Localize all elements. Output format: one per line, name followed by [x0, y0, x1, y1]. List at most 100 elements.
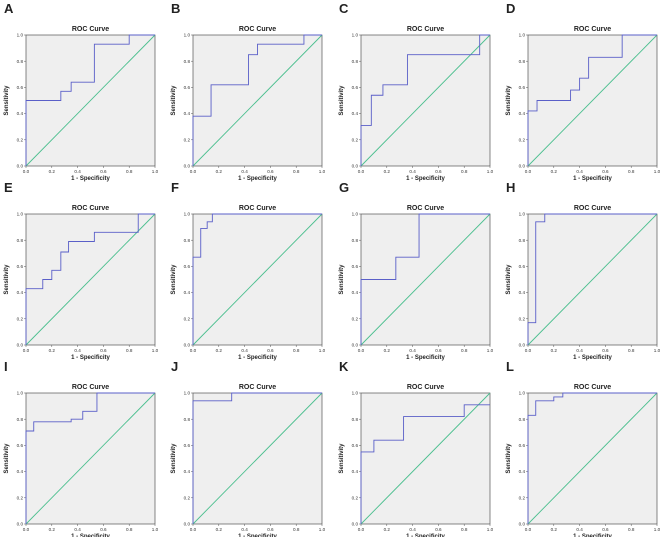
y-tick-label: 0.8: [184, 238, 191, 243]
x-axis-label: 1 - Specificity: [238, 355, 277, 361]
x-tick-label: 0.6: [435, 527, 442, 532]
y-tick-label: 0.6: [17, 85, 24, 90]
y-tick-label: 0.2: [519, 495, 526, 500]
panel-letter: H: [506, 180, 516, 195]
x-tick-label: 0.4: [241, 527, 248, 532]
chart-title: ROC Curve: [72, 384, 109, 391]
panel-letter: A: [4, 1, 14, 16]
x-tick-label: 0.0: [23, 348, 30, 353]
reference-line: [25, 34, 156, 167]
y-tick-label: 0.4: [519, 111, 526, 116]
roc-plot: ROC Curve 0.0 0.2 0.4 0.6 0.8 1.0 0.0 0.2 0.4 0.6 0…: [171, 205, 326, 361]
y-tick-label: 0.0: [17, 164, 24, 169]
x-axis-label: 1 - Specificity: [406, 176, 445, 182]
y-tick-label: 0.8: [352, 417, 359, 422]
y-tick-label: 0.4: [184, 469, 191, 474]
y-axis-label: Sensitivity: [4, 85, 10, 116]
x-axis-label: 1 - Specificity: [71, 176, 110, 182]
reference-line: [192, 34, 323, 167]
x-tick-label: 0.8: [293, 169, 300, 174]
x-tick-label: 1.0: [654, 348, 661, 353]
x-tick-label: 0.8: [461, 348, 468, 353]
y-axis-label: Sensitivity: [506, 264, 512, 295]
y-tick-label: 0.4: [519, 469, 526, 474]
y-tick-label: 0.0: [184, 343, 191, 348]
y-tick-label: 0.8: [519, 417, 526, 422]
chart-title: ROC Curve: [239, 26, 276, 33]
x-tick-label: 0.8: [461, 527, 468, 532]
x-axis-label: 1 - Specificity: [71, 355, 110, 361]
x-tick-label: 0.0: [23, 527, 30, 532]
roc-plot: ROC Curve 0.0 0.2 0.4 0.6 0.8 1.0 0.0 0.2 0.4 0.6 0…: [506, 205, 661, 361]
y-tick-label: 0.0: [352, 164, 359, 169]
roc-panel-l: L ROC Curve 0.0 0.2 0.4 0.6 0.8 1.0 0.0 0.2 0.4 0.6…: [502, 358, 669, 537]
y-tick-label: 0.6: [184, 264, 191, 269]
x-tick-label: 1.0: [487, 169, 494, 174]
roc-panel-e: E ROC Curve 0.0 0.2 0.4 0.6 0.8 1.0 0.0 0.2 0.4 0.6…: [0, 179, 167, 361]
y-tick-label: 1.0: [519, 391, 526, 396]
roc-panel-c: C ROC Curve 0.0 0.2 0.4 0.6 0.8 1.0 0.0 0.2 0.4 0.6…: [335, 0, 502, 182]
panel-letter: I: [4, 359, 8, 374]
y-tick-label: 0.0: [184, 164, 191, 169]
x-tick-label: 0.8: [628, 348, 635, 353]
x-tick-label: 0.6: [100, 169, 107, 174]
panel-letter: E: [4, 180, 13, 195]
y-tick-label: 0.4: [17, 111, 24, 116]
y-tick-label: 0.2: [184, 137, 191, 142]
x-tick-label: 0.8: [126, 348, 133, 353]
y-tick-label: 1.0: [184, 212, 191, 217]
y-tick-label: 0.8: [17, 59, 24, 64]
x-tick-label: 0.0: [23, 169, 30, 174]
y-tick-label: 0.4: [352, 469, 359, 474]
roc-panel-f: F ROC Curve 0.0 0.2 0.4 0.6 0.8 1.0 0.0 0.2 0.4 0.6…: [167, 179, 334, 361]
roc-curve: [25, 392, 155, 524]
reference-line: [527, 34, 658, 167]
y-tick-label: 1.0: [184, 33, 191, 38]
x-tick-label: 0.0: [525, 348, 532, 353]
roc-panel-k: K ROC Curve 0.0 0.2 0.4 0.6 0.8 1.0 0.0 0.2 0.4 0.6…: [335, 358, 502, 537]
y-tick-label: 0.8: [17, 238, 24, 243]
x-tick-label: 0.8: [293, 348, 300, 353]
panel-letter: B: [171, 1, 181, 16]
y-axis-label: Sensitivity: [339, 264, 345, 295]
y-tick-label: 0.8: [352, 59, 359, 64]
y-tick-label: 0.4: [519, 290, 526, 295]
y-tick-label: 1.0: [17, 391, 24, 396]
x-tick-label: 0.4: [576, 348, 583, 353]
x-tick-label: 0.2: [216, 527, 223, 532]
chart-title: ROC Curve: [574, 384, 611, 391]
x-tick-label: 0.6: [100, 527, 107, 532]
y-tick-label: 1.0: [519, 33, 526, 38]
y-tick-label: 0.6: [17, 264, 24, 269]
roc-plot: ROC Curve 0.0 0.2 0.4 0.6 0.8 1.0 0.0 0.2 0.4 0.6 0…: [171, 26, 326, 182]
x-tick-label: 0.4: [576, 169, 583, 174]
chart-title: ROC Curve: [239, 384, 276, 391]
y-tick-label: 0.8: [519, 238, 526, 243]
chart-title: ROC Curve: [407, 26, 444, 33]
roc-plot: ROC Curve 0.0 0.2 0.4 0.6 0.8 1.0 0.0 0.2 0.4 0.6 0…: [4, 26, 159, 182]
y-tick-label: 0.2: [17, 316, 24, 321]
y-tick-label: 0.8: [184, 59, 191, 64]
chart-title: ROC Curve: [72, 205, 109, 212]
x-tick-label: 0.0: [190, 527, 197, 532]
x-axis-label: 1 - Specificity: [406, 355, 445, 361]
y-tick-label: 0.0: [17, 343, 24, 348]
roc-plot: ROC Curve 0.0 0.2 0.4 0.6 0.8 1.0 0.0 0.2 0.4 0.6 0…: [171, 384, 326, 537]
x-tick-label: 0.4: [409, 527, 416, 532]
y-tick-label: 0.0: [352, 522, 359, 527]
y-tick-label: 0.6: [352, 443, 359, 448]
y-tick-label: 0.2: [17, 495, 24, 500]
x-axis-label: 1 - Specificity: [406, 534, 445, 537]
x-tick-label: 1.0: [654, 169, 661, 174]
y-tick-label: 0.0: [519, 522, 526, 527]
roc-plot: ROC Curve 0.0 0.2 0.4 0.6 0.8 1.0 0.0 0.2 0.4 0.6 0…: [506, 384, 661, 537]
y-tick-label: 1.0: [352, 33, 359, 38]
y-tick-label: 0.6: [519, 264, 526, 269]
reference-line: [192, 213, 323, 346]
y-tick-label: 0.6: [352, 264, 359, 269]
y-tick-label: 0.6: [352, 85, 359, 90]
roc-curve: [360, 404, 490, 524]
x-tick-label: 1.0: [152, 169, 159, 174]
y-tick-label: 0.2: [519, 137, 526, 142]
roc-plot: ROC Curve 0.0 0.2 0.4 0.6 0.8 1.0 0.0 0.2 0.4 0.6 0…: [506, 26, 661, 182]
